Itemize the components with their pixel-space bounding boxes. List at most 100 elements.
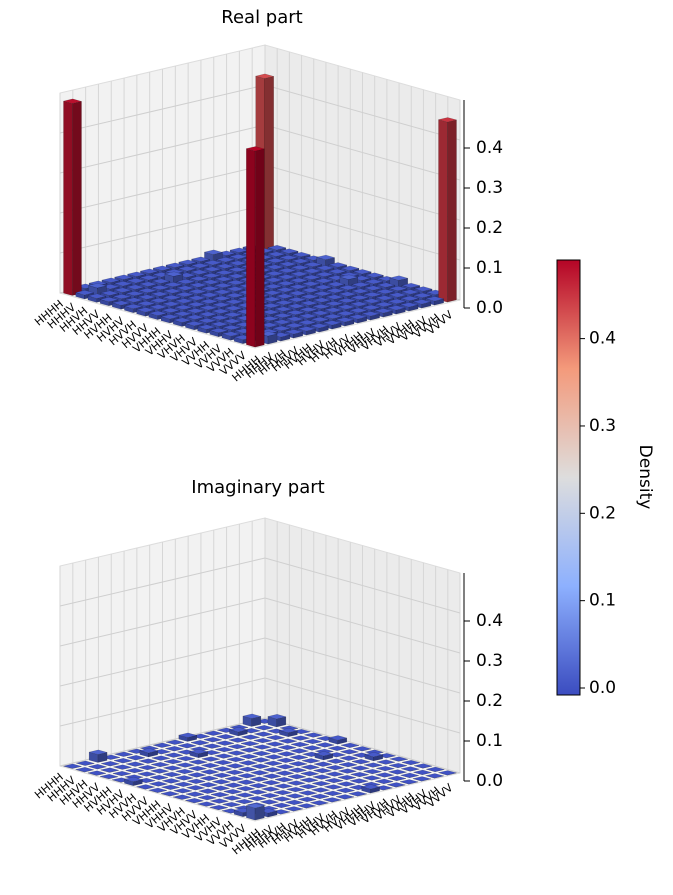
z-tick-label: 0.1	[476, 731, 503, 751]
bar-top	[124, 303, 143, 309]
bar-top	[388, 769, 407, 775]
bar-top	[137, 771, 156, 777]
bar	[212, 766, 233, 772]
bar-top	[327, 735, 348, 741]
bar-top	[186, 785, 205, 791]
bar-top	[300, 294, 319, 300]
bar	[163, 765, 182, 771]
bar-top	[291, 258, 310, 264]
bar	[215, 740, 235, 746]
bar-top	[351, 282, 370, 288]
bar	[362, 775, 381, 781]
bar	[237, 773, 256, 779]
bar-top	[389, 275, 408, 281]
bar-top	[312, 774, 331, 780]
bar	[236, 786, 255, 792]
bar	[304, 732, 323, 738]
bar	[113, 758, 134, 764]
bar-top	[361, 784, 380, 790]
bar-top	[190, 740, 210, 746]
bar-top	[176, 762, 195, 768]
bar-top	[188, 765, 207, 771]
bar-top	[135, 784, 156, 790]
bar	[240, 747, 259, 753]
bar	[235, 792, 255, 798]
bar-top	[262, 303, 281, 309]
bar-top	[222, 324, 241, 331]
bar	[239, 753, 258, 759]
bar-top	[174, 781, 193, 787]
bar	[190, 740, 210, 746]
bar-top	[353, 269, 372, 275]
bar-top	[235, 798, 254, 805]
bar-top	[148, 781, 169, 787]
bar	[348, 314, 368, 324]
bar	[225, 769, 244, 775]
bar-top	[125, 767, 144, 774]
bar-top	[197, 788, 218, 794]
bar-top	[376, 288, 395, 295]
bar-top	[291, 735, 310, 741]
bar-top	[263, 277, 284, 283]
bar	[265, 741, 285, 747]
bar-top	[63, 98, 82, 104]
bar-top	[215, 257, 236, 263]
bar	[112, 770, 131, 777]
bar-top	[189, 275, 208, 282]
bar-top	[242, 713, 261, 719]
bar-top	[210, 785, 231, 791]
bar-top	[112, 300, 131, 306]
bar	[338, 755, 359, 761]
bar-top	[212, 302, 231, 308]
bar-top	[199, 292, 220, 298]
bar-top	[312, 297, 331, 303]
bar-top	[325, 294, 344, 300]
bar-top	[338, 768, 357, 774]
bar-top	[300, 287, 321, 293]
bar-top	[400, 302, 419, 308]
bar	[176, 755, 195, 762]
bar-top	[186, 308, 205, 314]
bar-top	[223, 318, 242, 324]
bar	[189, 759, 208, 765]
bar-top	[191, 256, 210, 262]
grid-line	[59, 677, 461, 734]
bar	[210, 798, 229, 804]
bar-top	[414, 763, 433, 769]
bar-top	[401, 282, 420, 289]
bar-top	[210, 321, 229, 327]
bar-top	[303, 738, 322, 744]
bar	[174, 775, 195, 781]
bar-top	[223, 312, 242, 318]
bar	[290, 741, 310, 747]
bar	[214, 759, 233, 765]
bar-top	[401, 766, 420, 772]
bar	[324, 784, 343, 790]
bar	[88, 749, 108, 763]
bar	[164, 752, 183, 758]
bar	[173, 788, 192, 794]
bar-top	[76, 760, 95, 766]
bar-top	[124, 776, 143, 782]
bar-top	[100, 761, 121, 767]
bar-top	[361, 304, 382, 310]
bar	[389, 756, 408, 762]
bar-top	[302, 274, 321, 280]
bar	[340, 749, 359, 755]
bar	[241, 734, 260, 740]
bar-top	[199, 769, 220, 775]
bar	[287, 767, 308, 773]
bar-top	[274, 306, 293, 312]
bar-top	[187, 301, 206, 307]
bar	[177, 743, 198, 749]
bar	[279, 727, 298, 738]
bar	[160, 314, 180, 324]
grid-line	[59, 717, 461, 774]
bar-top	[204, 249, 223, 255]
bar	[340, 742, 360, 748]
bar-top	[215, 746, 234, 753]
bar-top	[337, 774, 356, 781]
bar-top	[228, 266, 247, 273]
bar	[337, 781, 356, 787]
